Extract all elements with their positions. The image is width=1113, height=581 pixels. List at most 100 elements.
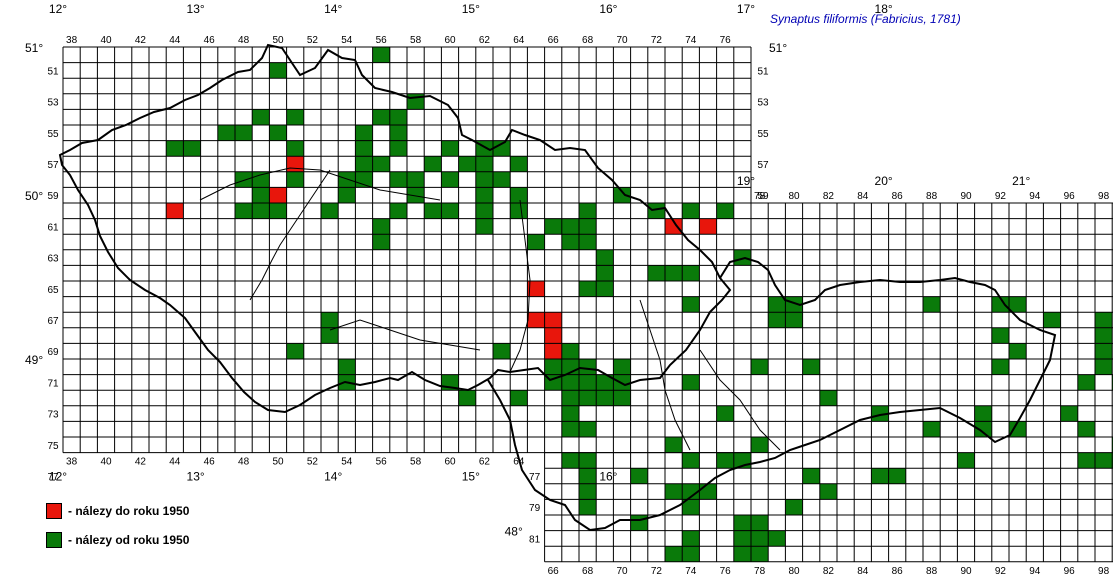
row-label: 77 (529, 472, 541, 483)
record-after-1950 (630, 515, 648, 531)
record-after-1950 (1060, 405, 1078, 422)
record-after-1950 (579, 359, 597, 375)
longitude-label: 15° (462, 470, 480, 484)
record-after-1950 (768, 312, 786, 328)
record-after-1950 (751, 515, 769, 531)
record-after-1950 (389, 125, 407, 141)
record-after-1950 (493, 140, 511, 157)
col-label: 74 (685, 566, 697, 577)
col-label: 98 (1098, 566, 1110, 577)
record-after-1950 (235, 203, 253, 219)
record-after-1950 (389, 203, 407, 219)
record-after-1950 (974, 405, 992, 422)
record-after-1950 (441, 171, 459, 188)
record-after-1950 (183, 140, 201, 157)
record-after-1950 (665, 437, 683, 453)
record-after-1950 (269, 62, 287, 79)
record-after-1950 (389, 140, 407, 157)
record-after-1950 (493, 171, 511, 188)
record-after-1950 (682, 203, 700, 219)
record-after-1950 (321, 203, 339, 219)
latitude-label: 48° (505, 525, 523, 539)
record-after-1950 (389, 171, 407, 188)
record-after-1950 (544, 218, 562, 235)
record-after-1950 (785, 296, 803, 313)
longitude-label: 21° (1012, 174, 1030, 188)
col-label: 42 (135, 35, 147, 46)
col-label: 92 (995, 566, 1007, 577)
col-label: 58 (410, 457, 422, 468)
legend-red-label: - nálezy do roku 1950 (68, 504, 190, 518)
longitude-label: 13° (187, 470, 205, 484)
record-after-1950 (579, 374, 597, 391)
col-label: 66 (548, 35, 560, 46)
record-after-1950 (321, 312, 339, 328)
record-after-1950 (372, 156, 390, 172)
record-after-1950 (596, 249, 614, 266)
col-label: 60 (444, 35, 456, 46)
river-morava (509, 199, 531, 373)
record-after-1950 (682, 483, 700, 500)
record-after-1950 (871, 468, 889, 484)
record-after-1950 (613, 359, 631, 375)
record-after-1950 (991, 359, 1009, 375)
col-label: 94 (1029, 566, 1041, 577)
longitude-label: 12° (49, 470, 67, 484)
record-after-1950 (579, 218, 597, 235)
record-after-1950 (665, 546, 683, 562)
record-after-1950 (510, 187, 528, 203)
river-vltava (249, 169, 331, 301)
longitude-label: 17° (737, 2, 755, 16)
record-after-1950 (596, 281, 614, 297)
slovakia-border (487, 256, 1057, 532)
record-before-1950 (665, 218, 683, 235)
record-after-1950 (458, 156, 476, 172)
record-after-1950 (286, 171, 304, 188)
record-after-1950 (682, 546, 700, 562)
record-after-1950 (252, 203, 270, 219)
col-label: 80 (788, 191, 800, 202)
col-label: 76 (720, 566, 732, 577)
record-after-1950 (1095, 312, 1113, 328)
record-after-1950 (819, 390, 837, 406)
record-cells (166, 47, 1113, 562)
col-label: 68 (582, 35, 594, 46)
record-after-1950 (252, 171, 270, 188)
col-label: 98 (1098, 191, 1110, 202)
record-after-1950 (682, 499, 700, 515)
col-label: 78 (754, 566, 766, 577)
row-label: 51 (757, 66, 769, 77)
record-after-1950 (1095, 359, 1113, 375)
col-label: 96 (1064, 566, 1076, 577)
record-after-1950 (716, 203, 734, 219)
record-after-1950 (407, 171, 425, 188)
map-grid (62, 46, 1113, 563)
col-label: 72 (651, 35, 663, 46)
record-after-1950 (716, 452, 734, 469)
record-after-1950 (441, 203, 459, 219)
record-after-1950 (1095, 452, 1113, 469)
record-before-1950 (544, 312, 562, 328)
record-after-1950 (682, 452, 700, 469)
record-before-1950 (527, 281, 545, 297)
col-label: 46 (204, 35, 216, 46)
longitude-label: 20° (875, 174, 893, 188)
record-after-1950 (596, 374, 614, 391)
record-after-1950 (751, 530, 769, 547)
record-after-1950 (561, 234, 579, 250)
rivers (199, 167, 781, 451)
latitude-label: 51° (769, 41, 787, 55)
river-vah (639, 299, 691, 451)
record-after-1950 (475, 203, 493, 219)
longitude-label: 16° (599, 470, 617, 484)
longitude-label: 13° (187, 2, 205, 16)
river-hron (699, 349, 781, 451)
record-after-1950 (733, 515, 751, 531)
record-after-1950 (596, 265, 614, 281)
record-after-1950 (407, 187, 425, 203)
record-after-1950 (389, 109, 407, 125)
row-label: 57 (757, 160, 769, 171)
record-after-1950 (424, 156, 442, 172)
map-title: Synaptus filiformis (Fabricius, 1781) (770, 12, 961, 26)
record-after-1950 (561, 405, 579, 422)
